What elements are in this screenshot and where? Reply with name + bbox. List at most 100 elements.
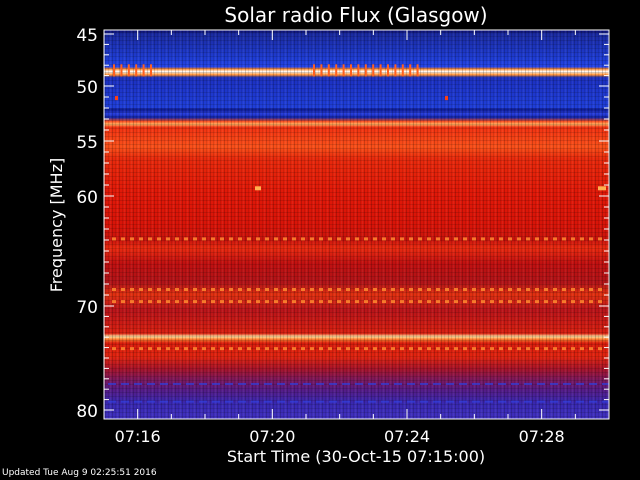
bright-row-segment xyxy=(247,288,251,291)
x-tick-label: 07:28 xyxy=(519,427,565,446)
bright-row-segment xyxy=(598,300,602,304)
bright-row-segment xyxy=(382,300,386,304)
bright-row-segment xyxy=(508,347,512,351)
interference-spike xyxy=(379,64,382,77)
bright-row-segment xyxy=(157,347,161,351)
bright-row-segment xyxy=(211,288,215,291)
bright-row-segment xyxy=(418,347,422,351)
bright-row-segment xyxy=(184,237,188,241)
low-intensity-segment xyxy=(381,400,389,403)
low-intensity-segment xyxy=(342,383,350,385)
low-intensity-segment xyxy=(264,400,272,403)
low-intensity-segment xyxy=(199,383,207,385)
bright-pixel xyxy=(598,186,606,191)
bright-row-segment xyxy=(544,347,548,351)
bright-row-segment xyxy=(292,288,296,291)
low-intensity-segment xyxy=(589,400,597,403)
bright-row-segment xyxy=(148,288,152,291)
bright-row-segment xyxy=(535,347,539,351)
bright-row-segment xyxy=(571,288,575,291)
x-tick-label: 07:20 xyxy=(249,427,295,446)
bright-row-segment xyxy=(463,288,467,291)
low-intensity-segment xyxy=(186,383,194,385)
bright-row-segment xyxy=(184,288,188,291)
bright-row-segment xyxy=(265,347,269,351)
bright-row-segment xyxy=(166,237,170,241)
bright-row-segment xyxy=(229,237,233,241)
bright-row-segment xyxy=(571,300,575,304)
bright-row-segment xyxy=(409,300,413,304)
bright-row-segment xyxy=(400,300,404,304)
bright-row-segment xyxy=(112,347,116,351)
x-tick-label: 07:16 xyxy=(115,427,161,446)
bright-row-segment xyxy=(418,288,422,291)
bright-row-segment xyxy=(283,288,287,291)
bright-row-segment xyxy=(310,300,314,304)
bright-row-segment xyxy=(157,237,161,241)
low-intensity-segment xyxy=(134,400,142,403)
bright-row-segment xyxy=(328,237,332,241)
low-intensity-segment xyxy=(238,400,246,403)
bright-row-segment xyxy=(175,300,179,304)
bright-row-segment xyxy=(265,288,269,291)
bright-row-segment xyxy=(535,237,539,241)
bright-row-segment xyxy=(580,237,584,241)
bright-row-segment xyxy=(229,300,233,304)
bright-row-segment xyxy=(490,237,494,241)
low-intensity-segment xyxy=(355,383,363,385)
low-intensity-segment xyxy=(238,383,246,385)
interference-spike xyxy=(416,64,419,77)
bright-row-segment xyxy=(589,347,593,351)
updated-timestamp: Updated Tue Aug 9 02:25:51 2016 xyxy=(2,468,157,478)
bright-row-segment xyxy=(121,300,125,304)
bright-row-segment xyxy=(562,300,566,304)
low-intensity-segment xyxy=(420,383,428,385)
low-intensity-segment xyxy=(368,400,376,403)
low-intensity-segment xyxy=(433,400,441,403)
bright-row-segment xyxy=(346,288,350,291)
low-intensity-segment xyxy=(173,383,181,385)
bright-row-segment xyxy=(292,347,296,351)
low-intensity-segment xyxy=(381,383,389,385)
bright-row-segment xyxy=(148,300,152,304)
bright-row-segment xyxy=(238,237,242,241)
low-intensity-segment xyxy=(589,383,597,385)
low-intensity-segment xyxy=(316,400,324,403)
bright-row-segment xyxy=(148,237,152,241)
bright-row-segment xyxy=(553,288,557,291)
low-intensity-segment xyxy=(277,400,285,403)
bright-row-segment xyxy=(526,237,530,241)
interference-spike xyxy=(313,64,315,77)
bright-row-segment xyxy=(526,347,530,351)
bright-row-segment xyxy=(562,237,566,241)
bright-row-segment xyxy=(580,288,584,291)
y-tick-label: 50 xyxy=(76,78,98,98)
bright-row-segment xyxy=(166,347,170,351)
bright-row-segment xyxy=(553,237,557,241)
bright-row-segment xyxy=(490,347,494,351)
interference-spike xyxy=(394,64,397,77)
bright-pixel xyxy=(445,96,448,101)
low-intensity-segment xyxy=(576,383,584,385)
low-intensity-segment xyxy=(225,383,233,385)
bright-row-segment xyxy=(454,347,458,351)
low-intensity-segment xyxy=(108,383,116,385)
bright-row-segment xyxy=(481,237,485,241)
low-intensity-segment xyxy=(342,400,350,403)
bright-row-segment xyxy=(274,347,278,351)
bright-row-segment xyxy=(157,300,161,304)
bright-row-segment xyxy=(112,300,116,304)
low-intensity-segment xyxy=(134,383,142,385)
spectrogram-texture-h xyxy=(104,30,609,419)
low-intensity-segment xyxy=(511,383,519,385)
bright-row-segment xyxy=(589,300,593,304)
bright-row-segment xyxy=(130,237,134,241)
bright-row-segment xyxy=(256,300,260,304)
chart-title: Solar radio Flux (Glasgow) xyxy=(224,3,487,27)
bright-row-segment xyxy=(346,347,350,351)
bright-row-segment xyxy=(427,347,431,351)
low-intensity-segment xyxy=(459,400,467,403)
bright-row-segment xyxy=(544,300,548,304)
bright-row-segment xyxy=(454,237,458,241)
bright-row-segment xyxy=(490,288,494,291)
